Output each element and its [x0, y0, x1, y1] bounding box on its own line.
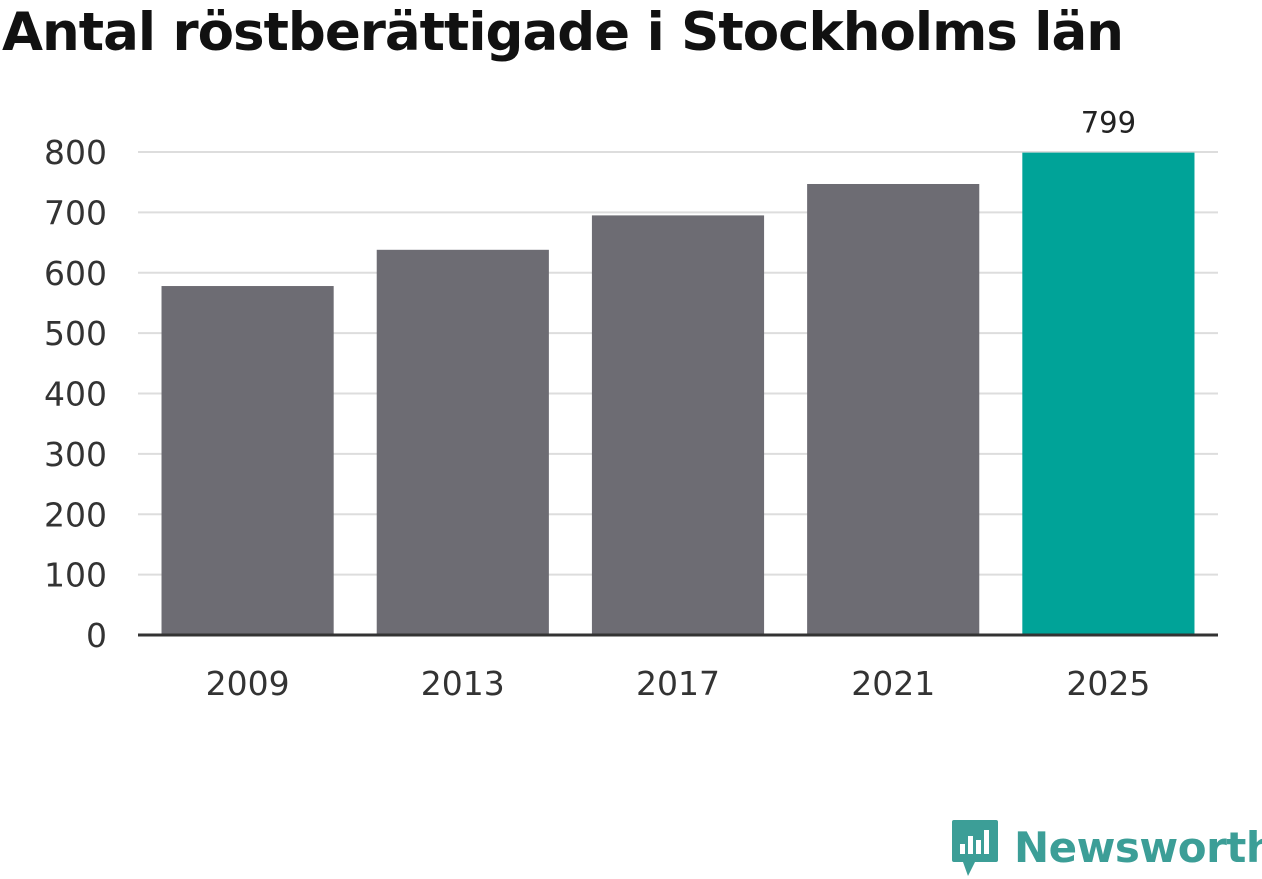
bars: [161, 152, 1195, 636]
bar-2021: [807, 183, 980, 635]
newsworthy-logo-icon: [952, 820, 998, 876]
y-tick-label: 300: [44, 435, 107, 474]
y-tick-label: 100: [44, 556, 107, 595]
brand-name: Newsworthy: [1014, 823, 1262, 872]
x-tick-label: 2021: [851, 664, 935, 703]
brand-logo: Newsworthy: [950, 818, 1262, 878]
y-tick-label: 200: [44, 495, 107, 534]
y-tick-label: 400: [44, 375, 107, 414]
y-tick-label: 800: [44, 133, 107, 172]
bar-2017: [591, 215, 765, 636]
bar-2025: [1022, 152, 1195, 635]
y-tick-label: 500: [44, 314, 107, 353]
x-axis-tick-labels: 2009 2013 2017 2021 2025: [206, 664, 1151, 703]
x-tick-label: 2013: [421, 664, 505, 703]
bar-2009: [161, 286, 334, 635]
y-axis-tick-labels: 0 100 200 300 400 500 600 700 800: [44, 133, 107, 655]
chart-title: Antal röstberättigade i Stockholms län: [2, 2, 1124, 63]
data-label-2025: 799: [1081, 106, 1136, 140]
y-tick-label: 700: [44, 193, 107, 232]
y-tick-label: 0: [86, 616, 107, 655]
bar-2013: [376, 249, 549, 635]
data-labels: 799: [1081, 106, 1136, 140]
x-tick-label: 2025: [1066, 664, 1150, 703]
x-tick-label: 2017: [636, 664, 720, 703]
x-tick-label: 2009: [206, 664, 290, 703]
y-tick-label: 600: [44, 254, 107, 293]
